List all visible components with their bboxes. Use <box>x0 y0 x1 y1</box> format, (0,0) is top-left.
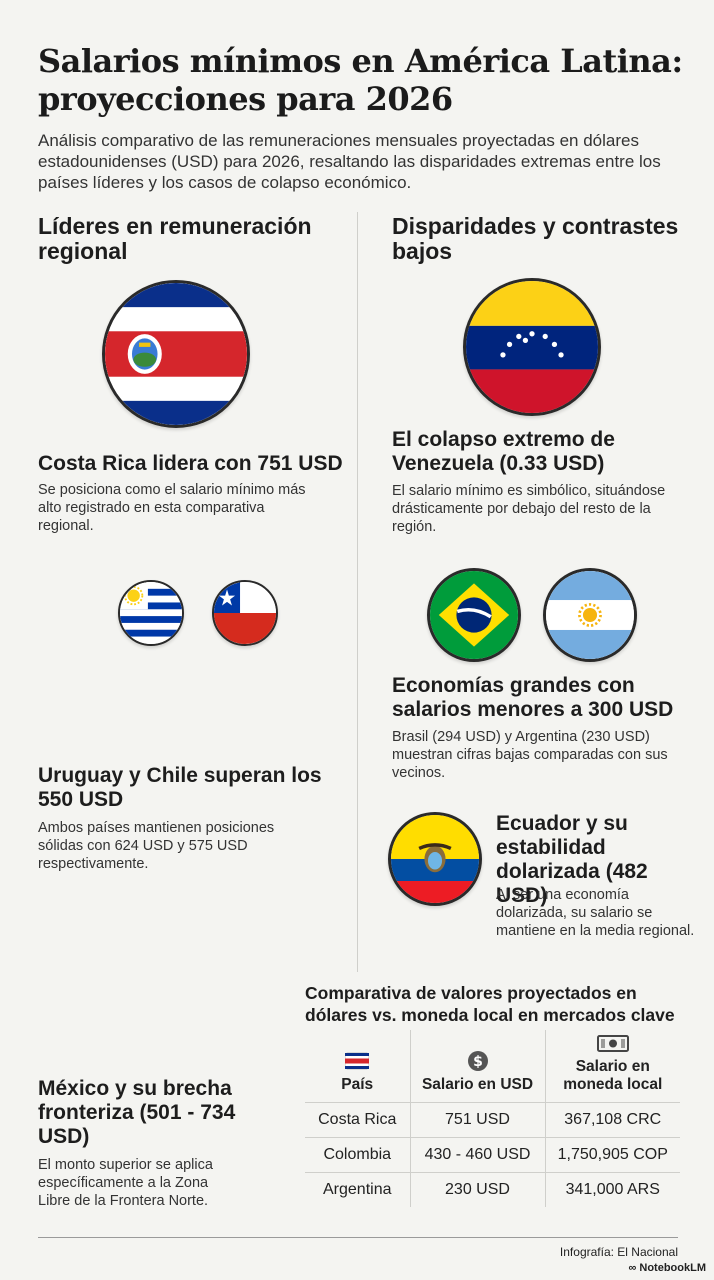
page-subtitle: Análisis comparativo de las remuneracion… <box>38 131 661 192</box>
table-cell-usd: 751 USD <box>409 1102 545 1138</box>
table-cell-local: 367,108 CRC <box>544 1102 680 1138</box>
ecuador-title: Ecuador y su estabilidad dolarizada (482… <box>496 812 648 907</box>
table-cell-country: Costa Rica <box>305 1102 410 1138</box>
table-cell-local: 1,750,905 COP <box>544 1137 680 1173</box>
costa-rica-flag-icon <box>102 280 250 428</box>
brasil-argentina-title: Economías grandes con salarios menores a… <box>392 674 674 721</box>
notebooklm-logo-icon: ∞ <box>628 1262 640 1274</box>
banknote-icon <box>596 1035 629 1052</box>
table-cell-usd: 430 - 460 USD <box>409 1137 545 1173</box>
table-cell-country: Colombia <box>305 1137 410 1173</box>
uruguay-flag-icon <box>118 580 184 646</box>
costa-rica-flag-icon <box>345 1052 370 1070</box>
table-cell-country: Argentina <box>305 1172 410 1207</box>
dollar-coin-icon: $ <box>467 1051 488 1071</box>
table-row: Colombia 430 - 460 USD 1,750,905 COP <box>305 1137 680 1173</box>
costa-rica-title: Costa Rica lidera con 751 USD <box>38 452 343 475</box>
left-section-heading: Líderes en remuneración regional <box>38 213 312 264</box>
footer-rule <box>38 1237 678 1238</box>
mexico-text: El monto superior se aplica específicame… <box>38 1157 213 1209</box>
column-divider <box>357 212 358 972</box>
venezuela-flag-icon <box>463 278 601 416</box>
argentina-flag-icon <box>543 568 637 662</box>
ecuador-text: Al ser una economía dolarizada, su salar… <box>496 887 695 939</box>
uruguay-chile-text: Ambos países mantienen posiciones sólida… <box>38 820 275 872</box>
svg-text:$: $ <box>473 1054 483 1070</box>
brazil-flag-icon <box>427 568 521 662</box>
footer-credit: Infografía: El Nacional <box>559 1245 678 1259</box>
table-cell-usd: 230 USD <box>409 1172 545 1207</box>
venezuela-text: El salario mínimo es simbólico, situándo… <box>392 483 666 535</box>
venezuela-title: El colapso extremo de Venezuela (0.33 US… <box>392 428 615 475</box>
ecuador-flag-icon <box>388 812 482 906</box>
uruguay-chile-title: Uruguay y Chile superan los 550 USD <box>38 764 322 811</box>
table-header-local: Salario en moneda local <box>544 1030 680 1103</box>
table-row: Costa Rica 751 USD 367,108 CRC <box>305 1102 680 1138</box>
notebooklm-watermark: ∞ NotebookLM <box>628 1262 706 1274</box>
table-title: Comparativa de valores proyectados en dó… <box>305 983 675 1025</box>
brasil-argentina-text: Brasil (294 USD) y Argentina (230 USD) m… <box>392 729 668 781</box>
costa-rica-text: Se posiciona como el salario mínimo más … <box>38 482 306 534</box>
mexico-title: México y su brecha fronteriza (501 - 734… <box>38 1077 236 1148</box>
page-title: Salarios mínimos en América Latina: proy… <box>38 42 683 118</box>
table-header-country: País <box>305 1030 410 1103</box>
table-cell-local: 341,000 ARS <box>544 1172 680 1207</box>
table-row: Argentina 230 USD 341,000 ARS <box>305 1172 680 1207</box>
right-section-heading: Disparidades y contrastes bajos <box>392 213 679 264</box>
chile-flag-icon <box>212 580 278 646</box>
table-header-usd: $ Salario en USD <box>409 1030 545 1103</box>
comparison-table: País $ Salario en USD S <box>305 1030 680 1207</box>
